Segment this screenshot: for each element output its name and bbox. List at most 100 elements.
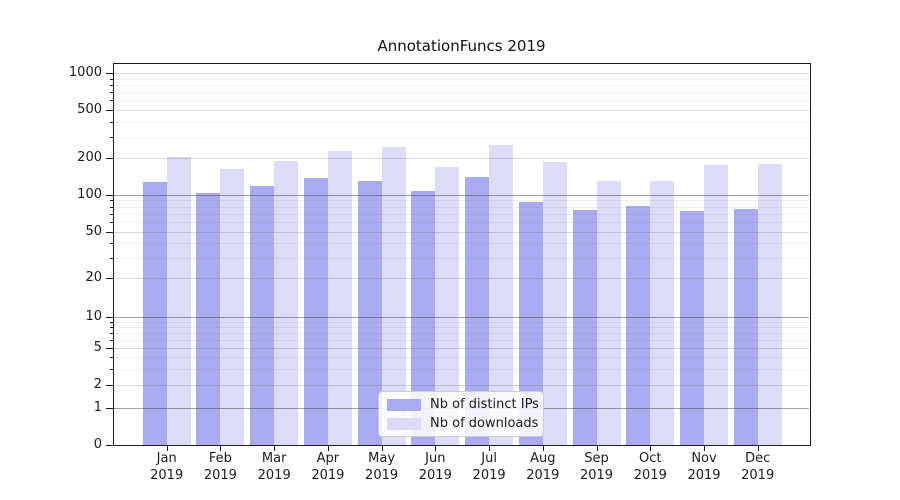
y-minor-tick-mark — [110, 85, 113, 87]
y-minor-tick-mark — [110, 121, 113, 123]
x-tick-month: Oct — [639, 451, 662, 466]
x-tick-month: Mar — [261, 451, 287, 466]
gridline — [114, 194, 809, 196]
y-tick-label: 2 — [93, 377, 102, 392]
x-tick-mark — [435, 446, 437, 451]
x-tick-label: Nov 2019 — [676, 451, 732, 484]
bar-downloads-apr — [327, 150, 352, 445]
x-tick-label: Jan 2019 — [139, 451, 195, 484]
minor-gridline — [114, 213, 809, 215]
y-tick-label: 1000 — [68, 65, 102, 81]
y-tick-mark — [106, 73, 113, 75]
y-minor-tick-mark — [110, 222, 113, 224]
bar-distinct-ips-may — [357, 181, 382, 445]
bar-distinct-ips-jan — [142, 181, 167, 445]
gridline — [114, 316, 809, 318]
bar-downloads-aug — [542, 162, 567, 445]
bar-distinct-ips-feb — [196, 192, 221, 445]
x-tick-mark — [274, 446, 276, 451]
minor-gridline — [114, 206, 809, 208]
gridline — [114, 385, 809, 386]
legend-label-distinct-ips: Nb of distinct IPs — [430, 397, 539, 412]
x-tick-year: 2019 — [741, 467, 775, 483]
x-tick-mark — [166, 446, 168, 451]
bar-downloads-oct — [650, 180, 675, 445]
x-tick-label: Jun 2019 — [407, 451, 463, 484]
y-tick-label: 10 — [85, 308, 102, 324]
y-minor-tick-mark — [110, 78, 113, 80]
x-tick-month: Jan — [156, 451, 177, 466]
x-tick-mark — [650, 446, 652, 451]
x-tick-month: Jun — [425, 451, 446, 466]
y-tick-mark — [106, 316, 113, 318]
x-tick-label: May 2019 — [354, 451, 410, 484]
gridline — [114, 232, 809, 233]
x-tick-month: Nov — [691, 451, 717, 466]
x-tick-year: 2019 — [257, 467, 291, 483]
x-tick-year: 2019 — [579, 467, 614, 483]
y-tick-mark — [106, 278, 113, 279]
y-minor-tick-mark — [110, 200, 113, 202]
y-tick-mark — [106, 408, 113, 409]
bar-distinct-ips-mar — [250, 185, 275, 445]
y-minor-tick-mark — [110, 136, 113, 138]
legend-swatch-downloads-icon — [387, 417, 421, 430]
bar-distinct-ips-dec — [733, 209, 758, 445]
x-tick-month: Feb — [208, 451, 232, 466]
minor-gridline — [114, 368, 809, 370]
x-tick-year: 2019 — [418, 467, 452, 483]
x-tick-label: Sep 2019 — [569, 451, 625, 484]
y-tick-label: 20 — [85, 270, 102, 285]
x-tick-label: Dec 2019 — [730, 451, 786, 484]
legend-item: Nb of downloads — [387, 416, 543, 431]
x-tick-year: 2019 — [311, 467, 345, 483]
y-tick-label: 50 — [85, 224, 102, 239]
y-tick-label: 0 — [93, 437, 102, 452]
x-tick-month: Jul — [481, 451, 497, 466]
y-minor-tick-mark — [110, 339, 113, 341]
x-tick-year: 2019 — [633, 467, 667, 483]
y-tick-mark — [106, 158, 113, 159]
x-tick-month: Apr — [316, 451, 340, 466]
x-tick-year: 2019 — [526, 467, 560, 483]
legend-item: Nb of distinct IPs — [387, 397, 543, 412]
x-tick-year: 2019 — [687, 467, 721, 483]
y-tick-mark — [106, 194, 113, 196]
y-tick-mark — [106, 110, 113, 111]
y-minor-tick-mark — [110, 357, 113, 358]
minor-gridline — [114, 321, 809, 323]
bar-downloads-nov — [704, 165, 728, 445]
y-minor-tick-mark — [110, 326, 113, 328]
x-tick-label: Mar 2019 — [246, 451, 302, 484]
bar-distinct-ips-nov — [680, 210, 704, 445]
x-tick-mark — [220, 446, 222, 451]
x-tick-mark — [327, 446, 329, 451]
y-tick-label: 100 — [77, 186, 102, 202]
y-minor-tick-mark — [110, 206, 113, 208]
y-minor-tick-mark — [110, 257, 113, 259]
bar-distinct-ips-apr — [303, 177, 328, 445]
legend-swatch-distinct-ips-icon — [387, 398, 421, 411]
y-tick-label: 1 — [93, 400, 102, 415]
minor-gridline — [114, 222, 809, 224]
y-minor-tick-mark — [110, 321, 113, 323]
minor-gridline — [114, 339, 809, 341]
y-tick-mark — [106, 348, 113, 349]
bar-downloads-sep — [596, 180, 621, 445]
minor-gridline — [114, 243, 809, 245]
x-tick-label: Feb 2019 — [192, 451, 248, 484]
bar-downloads-mar — [274, 160, 299, 445]
x-tick-year: 2019 — [472, 467, 506, 483]
y-minor-tick-mark — [110, 368, 113, 370]
x-tick-month: May — [368, 451, 396, 466]
minor-gridline — [114, 136, 809, 138]
x-tick-mark — [757, 446, 759, 451]
y-minor-tick-mark — [110, 332, 113, 334]
y-tick-label: 500 — [77, 102, 102, 117]
minor-gridline — [114, 257, 809, 259]
x-tick-mark — [381, 446, 383, 451]
bar-downloads-dec — [757, 164, 782, 445]
y-tick-mark — [106, 232, 113, 233]
minor-gridline — [114, 100, 809, 102]
